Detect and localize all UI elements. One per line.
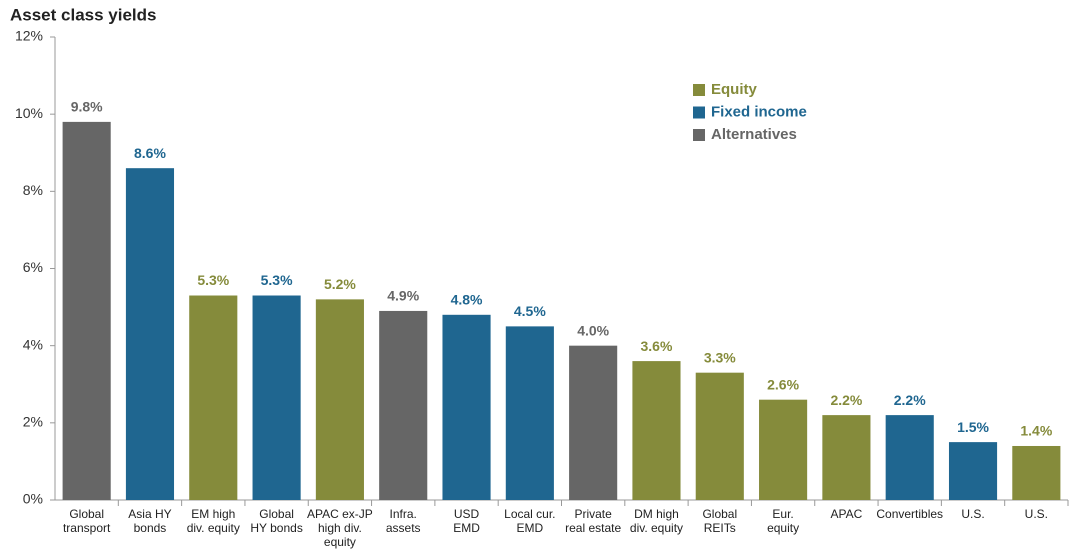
- bar: [569, 345, 618, 500]
- x-label-box: Eur. equity: [767, 507, 800, 535]
- x-label-box: Local cur. EMD: [504, 507, 556, 535]
- x-label-box: U.S.: [1024, 507, 1049, 521]
- x-label-box: USD EMD: [453, 507, 480, 535]
- bar: [189, 295, 238, 500]
- bar: [822, 415, 871, 500]
- x-tick-label: USD EMD: [453, 507, 480, 535]
- x-tick-label: Global transport: [62, 507, 111, 535]
- x-tick-label: U.S.: [1024, 507, 1049, 521]
- y-tick-label: 12%: [15, 28, 43, 44]
- value-label: 5.3%: [261, 272, 293, 288]
- value-label: 5.2%: [324, 276, 356, 292]
- x-tick-label: APAC ex-JP high div. equity: [307, 507, 373, 549]
- x-tick-label: APAC: [830, 507, 863, 521]
- value-label: 5.3%: [197, 272, 229, 288]
- value-label: 2.2%: [830, 392, 862, 408]
- x-label-box: Global REITs: [702, 507, 738, 535]
- value-label: 8.6%: [134, 145, 166, 161]
- x-label-box: U.S.: [961, 507, 985, 521]
- value-label: 1.4%: [1020, 423, 1052, 439]
- x-tick-label: Convertibles: [876, 507, 944, 521]
- legend-swatch: [693, 129, 705, 141]
- bar: [442, 314, 491, 500]
- value-label: 9.8%: [71, 99, 103, 115]
- value-label: 4.0%: [577, 322, 609, 338]
- value-label: 4.5%: [514, 303, 546, 319]
- y-tick-label: 2%: [23, 414, 43, 430]
- y-tick-label: 4%: [23, 336, 43, 352]
- x-label-box: Convertibles: [876, 507, 944, 521]
- legend-label: Fixed income: [711, 103, 807, 120]
- y-tick-label: 10%: [15, 105, 43, 121]
- value-label: 3.6%: [641, 338, 673, 354]
- x-tick-label: Global REITs: [702, 507, 738, 535]
- legend-label: Alternatives: [711, 126, 797, 143]
- x-label-box: Global HY bonds: [250, 507, 303, 535]
- x-tick-label: Asia HY bonds: [128, 507, 172, 535]
- x-tick-label: Eur. equity: [767, 507, 800, 535]
- x-label-box: Asia HY bonds: [128, 507, 172, 535]
- x-label-box: Private real estate: [565, 507, 622, 535]
- value-label: 1.5%: [957, 419, 989, 435]
- bar: [379, 310, 428, 500]
- x-label-box: EM high div. equity: [186, 507, 240, 535]
- bar: [252, 295, 301, 500]
- bar: [759, 399, 808, 500]
- y-tick-label: 8%: [23, 182, 43, 198]
- bar: [315, 299, 364, 500]
- x-tick-label: Local cur. EMD: [504, 507, 556, 535]
- x-label-box: Infra. assets: [385, 507, 421, 535]
- legend-swatch: [693, 106, 705, 119]
- x-tick-label: Private real estate: [565, 507, 622, 535]
- x-label-box: Global transport: [62, 507, 111, 535]
- chart-title: Asset class yields: [10, 5, 156, 24]
- bar: [1012, 445, 1061, 500]
- x-tick-label: U.S.: [961, 507, 985, 521]
- bar: [125, 168, 175, 500]
- bar: [62, 121, 111, 500]
- y-tick-label: 0%: [23, 491, 43, 507]
- value-label: 4.8%: [451, 292, 483, 308]
- y-tick-label: 6%: [23, 259, 43, 275]
- x-label-box: APAC ex-JP high div. equity: [307, 507, 373, 549]
- value-label: 3.3%: [704, 349, 736, 365]
- x-tick-label: DM high div. equity: [629, 507, 684, 535]
- value-label: 4.9%: [387, 288, 419, 304]
- value-label: 2.6%: [767, 376, 799, 392]
- bar: [885, 415, 934, 500]
- bar: [505, 326, 554, 500]
- value-label: 2.2%: [894, 392, 926, 408]
- x-tick-label: Global HY bonds: [250, 507, 303, 535]
- x-label-box: APAC: [830, 507, 863, 521]
- legend-swatch: [693, 84, 705, 96]
- x-tick-label: EM high div. equity: [186, 507, 240, 535]
- x-tick-label: Infra. assets: [385, 507, 421, 535]
- bar: [948, 442, 998, 500]
- x-label-box: DM high div. equity: [629, 507, 684, 535]
- bar: [632, 361, 681, 500]
- bar: [695, 372, 744, 500]
- legend-label: Equity: [711, 81, 757, 98]
